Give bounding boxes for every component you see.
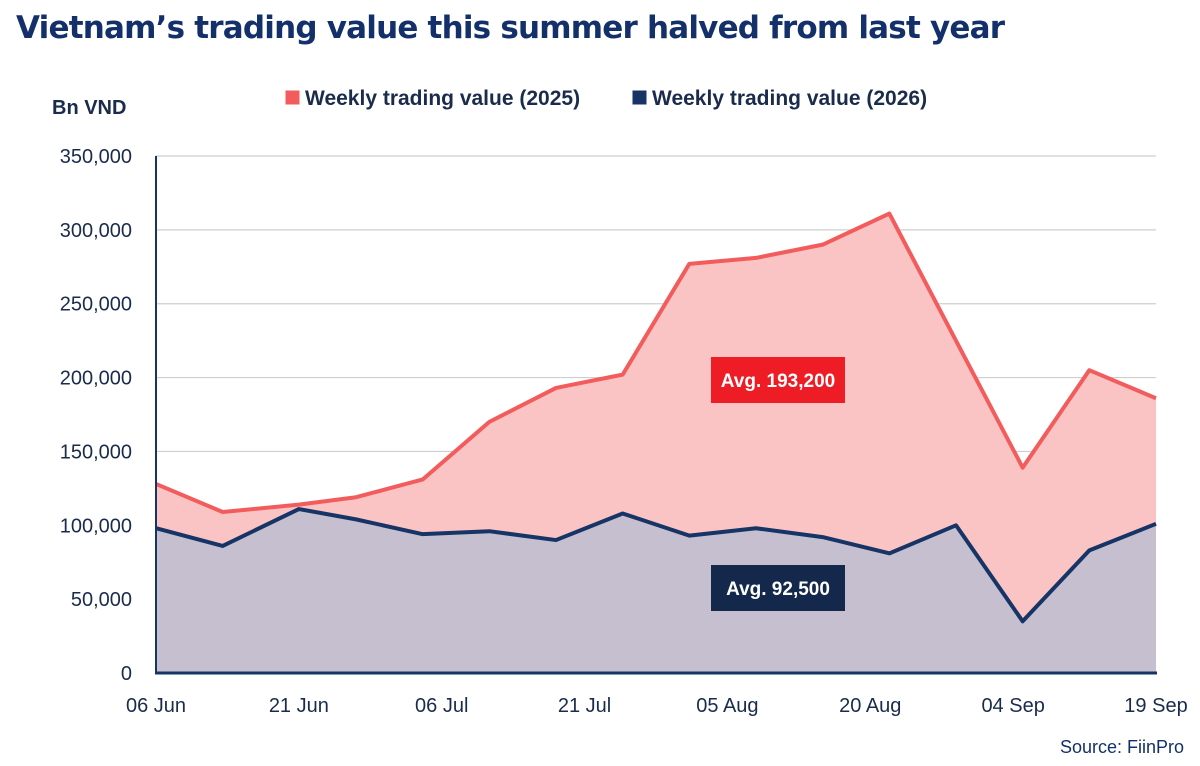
y-tick-label: 250,000 xyxy=(60,294,132,316)
source-note: Source: FiinPro xyxy=(1059,737,1184,757)
average-annotations: Avg. 193,200 Avg. 92,500 xyxy=(711,357,845,611)
x-tick-label: 06 Jun xyxy=(126,695,186,717)
average-label-box-2 xyxy=(711,565,845,611)
legend-label-2: Weekly trading value (2026) xyxy=(652,87,927,110)
y-tick-label: 200,000 xyxy=(60,368,132,390)
x-tick-label: 20 Aug xyxy=(839,695,901,717)
y-tick-label: 300,000 xyxy=(60,220,132,242)
y-tick-label: 350,000 xyxy=(60,146,132,168)
legend: Weekly trading value (2025) Weekly tradin… xyxy=(285,87,927,110)
x-tick-label: 06 Jul xyxy=(415,695,468,717)
x-tick-label: 19 Sep xyxy=(1124,695,1187,717)
axes xyxy=(155,156,1157,675)
series-areas xyxy=(155,211,1157,673)
y-tick-label: 0 xyxy=(121,663,132,685)
x-tick-label: 21 Jun xyxy=(269,695,329,717)
average-label-1: Avg. 193,200 xyxy=(721,371,835,392)
x-tick-label: 05 Aug xyxy=(696,695,758,717)
y-tick-label: 150,000 xyxy=(60,441,132,463)
chart-title: Vietnam’s trading value this summer halv… xyxy=(16,10,1005,46)
y-tick-label: 100,000 xyxy=(60,515,132,537)
series-area-2 xyxy=(156,509,1156,673)
average-label-box-1 xyxy=(711,357,845,403)
average-label-2: Avg. 92,500 xyxy=(726,579,830,600)
tick-labels: 0 50,000 100,000 150,000 200,000 250,000 300,0… xyxy=(52,97,1188,717)
legend-swatch-2 xyxy=(632,90,647,105)
legend-label-1: Weekly trading value (2025) xyxy=(305,87,580,110)
y-tick-label: 50,000 xyxy=(71,589,132,611)
series-line-1 xyxy=(155,211,1157,514)
legend-swatch-1 xyxy=(285,90,300,105)
series-line-2 xyxy=(155,507,1157,624)
y-axis-label: Bn VND xyxy=(52,97,126,119)
x-tick-label: 04 Sep xyxy=(981,695,1044,717)
x-tick-label: 21 Jul xyxy=(558,695,611,717)
